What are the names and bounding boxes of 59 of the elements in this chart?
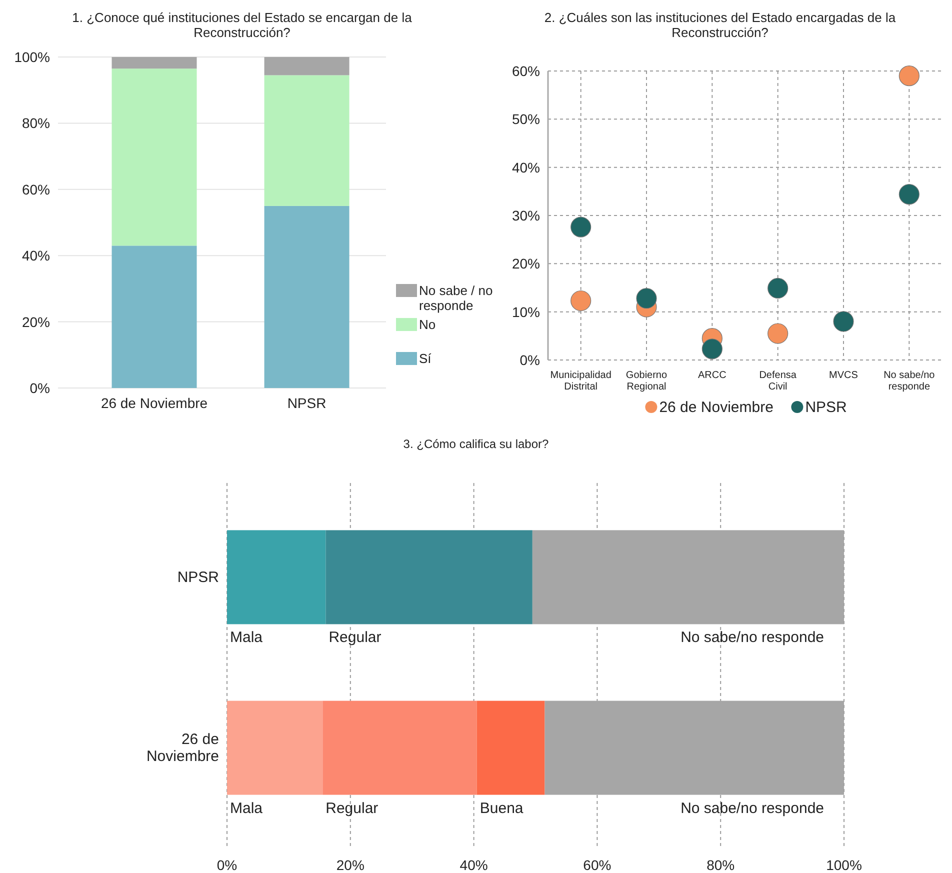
point	[898, 184, 920, 205]
y-tick-label: 50%	[512, 111, 540, 128]
x-tick-label: 0%	[216, 857, 238, 873]
x-tick-label: Defensa Civil	[759, 370, 797, 392]
legend-label: No	[419, 317, 436, 332]
bar	[112, 246, 197, 388]
y-tick-label: 20%	[512, 256, 540, 272]
x-tick-label: 100%	[826, 857, 862, 873]
series-label: Mala	[230, 629, 264, 646]
x-tick-label: ARCC	[698, 370, 726, 381]
chart-title: 1. ¿Conoce qué instituciones del Estado se encargan de la Reconstrucción?	[72, 10, 413, 40]
bar	[227, 530, 326, 624]
point	[636, 288, 657, 309]
point	[768, 278, 788, 299]
series-label: No sabe/no responde	[680, 629, 824, 646]
series-label: Buena	[480, 800, 524, 817]
bar	[264, 57, 350, 76]
legend-label: Sí	[419, 351, 432, 366]
x-tick-label: 40%	[460, 857, 488, 873]
y-tick-label: 20%	[22, 314, 50, 330]
chart-title: 2. ¿Cuáles son las instituciones del Estado encargadas de la Reconstrucción?	[544, 10, 896, 40]
point	[570, 290, 592, 312]
bar	[326, 530, 532, 624]
text: Regular	[326, 800, 378, 817]
x-tick-label: No sabe/no responde	[884, 370, 936, 392]
y-tick-label: 0%	[520, 352, 540, 368]
y-tick-label: 30%	[512, 208, 540, 224]
bar	[264, 206, 350, 388]
point	[570, 216, 592, 238]
y-tick-label: 60%	[22, 181, 50, 198]
x-tick-label: MVCS	[829, 370, 858, 381]
x-tick-label: 20%	[336, 857, 364, 873]
bar	[532, 530, 844, 624]
series-label: Regular	[328, 629, 382, 646]
point	[768, 323, 788, 344]
bar	[476, 700, 545, 795]
y-tick-label: 40%	[512, 159, 540, 176]
point	[833, 311, 854, 332]
x-tick-label: Municipalidad Distrital	[550, 370, 612, 392]
y-tick-label: 40%	[22, 248, 50, 264]
chart-title: 3. ¿Cómo califica su labor?	[403, 437, 550, 451]
y-tick-label: 80%	[22, 115, 50, 132]
legend-label: No sabe / no responde	[419, 283, 493, 313]
x-tick-label: 80%	[706, 857, 735, 873]
bar	[227, 700, 323, 795]
y-tick-label: 100%	[14, 49, 50, 65]
bar	[112, 68, 197, 246]
point	[702, 338, 722, 360]
x-tick-label: 60%	[583, 857, 612, 873]
y-tick-label: 60%	[512, 63, 540, 79]
text: Mala	[230, 800, 263, 817]
bar	[544, 700, 844, 795]
x-tick-label: Gobierno Regional	[626, 370, 668, 392]
point	[898, 66, 920, 86]
bar	[322, 700, 477, 795]
text: No sabe/no responde	[680, 800, 824, 817]
bar	[264, 75, 350, 206]
bar	[112, 57, 197, 69]
y-tick-label: 10%	[512, 304, 540, 320]
